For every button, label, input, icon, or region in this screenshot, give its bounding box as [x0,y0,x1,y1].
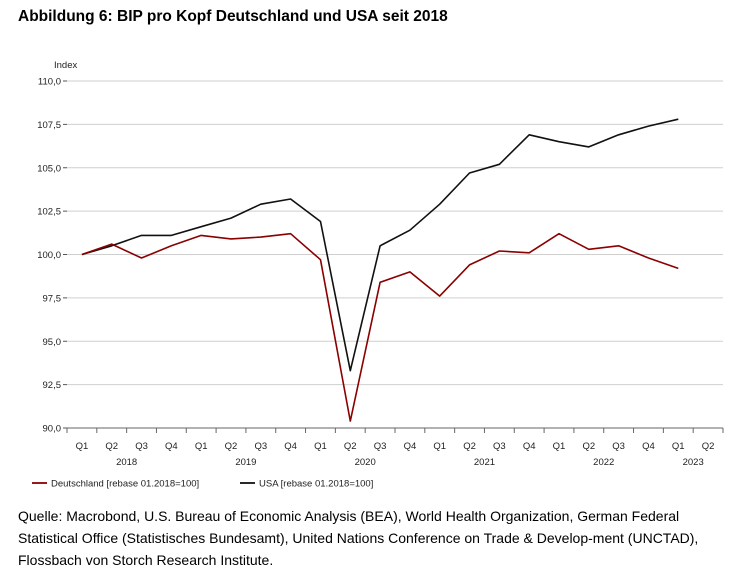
x-tick-label: Q1 [553,441,566,452]
x-tick-label: Q2 [702,441,715,452]
x-tick-label: Q2 [105,441,118,452]
legend: Deutschland [rebase 01.2018=100] USA [reb… [32,479,373,490]
x-tick-label: Q3 [493,441,506,452]
y-axis-title: Index [54,60,77,71]
x-tick-label: Q1 [672,441,685,452]
year-label: 2022 [593,457,614,468]
year-label: 2021 [474,457,495,468]
x-axis: Q1 Q2 Q3 Q4 Q1 Q2 Q3 Q4 Q1 Q2 Q3 Q4 Q1 Q2 Q3 Q4 Q1 Q2 Q3 Q4… [66,427,724,468]
y-tick-label: 97,5 [43,293,62,304]
series-lines [81,118,679,422]
year-label: 2018 [116,457,137,468]
x-tick-label: Q4 [523,441,536,452]
legend-label: USA [rebase 01.2018=100] [259,479,373,490]
x-tick-label: Q1 [195,441,208,452]
series-line [81,118,679,372]
y-axis-ticks: 90,0 92,5 95,0 97,5 100,0 102,5 105,0 107,5 110,… [37,77,67,435]
series-line [81,232,679,422]
chart-title: Abbildung 6: BIP pro Kopf Deutschland un… [18,8,448,25]
x-tick-label: Q1 [314,441,327,452]
x-tick-label: Q2 [582,441,595,452]
year-label: 2023 [683,457,704,468]
legend-label: Deutschland [rebase 01.2018=100] [51,479,199,490]
x-tick-label: Q4 [165,441,178,452]
y-tick-label: 92,5 [43,380,62,391]
x-tick-label: Q4 [284,441,297,452]
x-tick-label: Q1 [433,441,446,452]
x-tick-label: Q3 [612,441,625,452]
line-chart: Index 90,0 92,5 95,0 97,5 100,0 102,5 105,0 107… [32,60,724,490]
y-tick-label: 100,0 [37,250,61,261]
x-tick-label: Q3 [374,441,387,452]
x-tick-label: Q2 [463,441,476,452]
y-tick-label: 102,5 [37,207,61,218]
x-tick-label: Q1 [76,441,89,452]
x-tick-label: Q4 [404,441,417,452]
x-tick-label: Q2 [344,441,357,452]
y-tick-label: 90,0 [43,424,62,435]
year-label: 2019 [235,457,256,468]
x-tick-label: Q3 [254,441,267,452]
y-tick-label: 95,0 [43,337,62,348]
y-tick-label: 110,0 [38,77,61,88]
y-tick-label: 107,5 [37,120,61,131]
y-tick-label: 105,0 [37,163,61,174]
x-tick-label: Q4 [642,441,655,452]
x-tick-label: Q3 [135,441,148,452]
year-label: 2020 [355,457,376,468]
source-note: Quelle: Macrobond, U.S. Bureau of Econom… [18,508,699,568]
x-tick-label: Q2 [225,441,238,452]
